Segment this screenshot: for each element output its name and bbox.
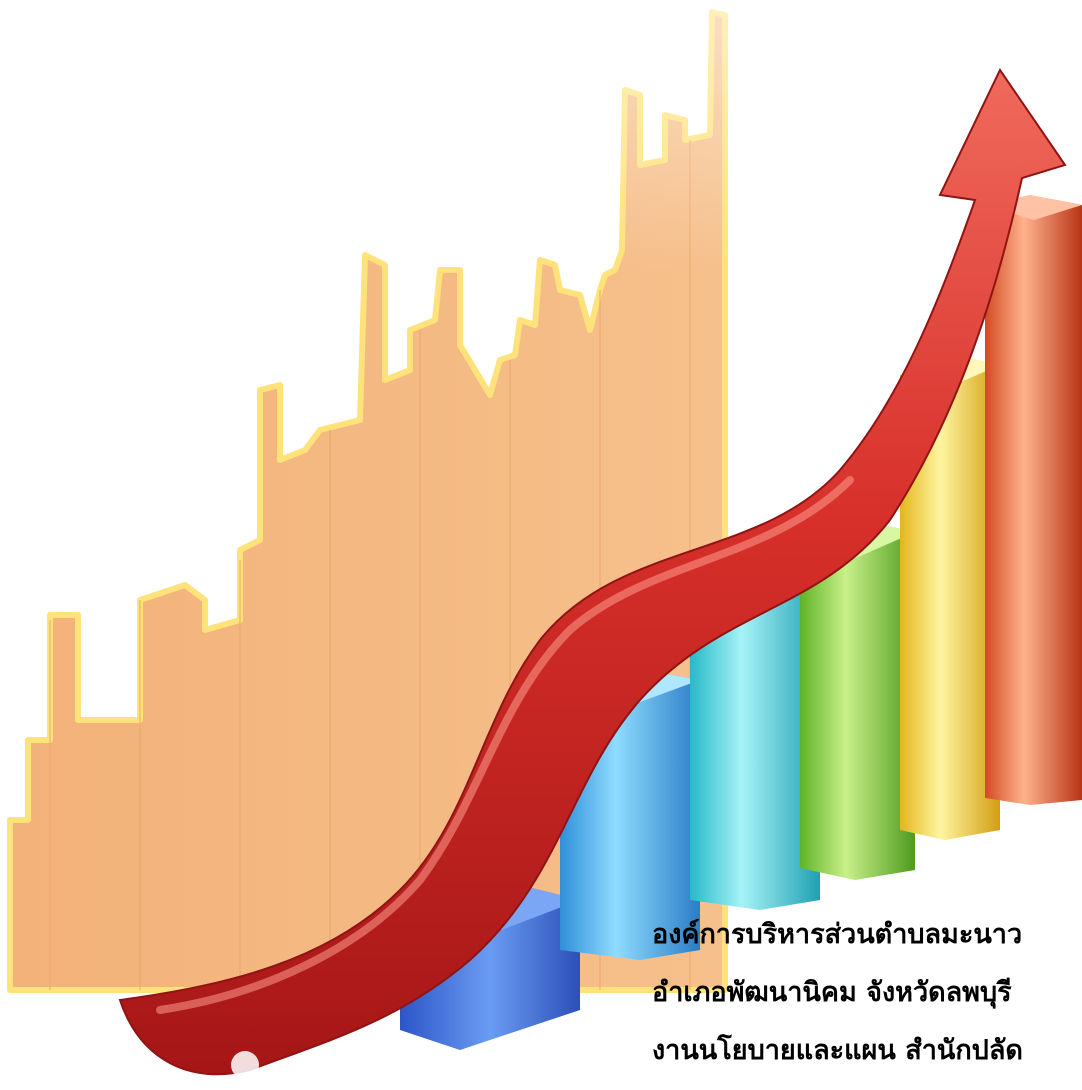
- bar-orange: [985, 195, 1082, 805]
- caption-line-organization: องค์การบริหารส่วนตำบลมะนาว: [652, 919, 1023, 950]
- organization-caption: องค์การบริหารส่วนตำบลมะนาว อำเภอพัฒนานิค…: [652, 906, 1082, 1080]
- caption-line-department: งานนโยบายและแผน สำนักปลัด: [652, 1035, 1023, 1066]
- caption-line-district: อำเภอพัฒนานิคม จังหวัดลพบุรี: [652, 977, 1012, 1008]
- red-rising-arrow: [118, 68, 1067, 1079]
